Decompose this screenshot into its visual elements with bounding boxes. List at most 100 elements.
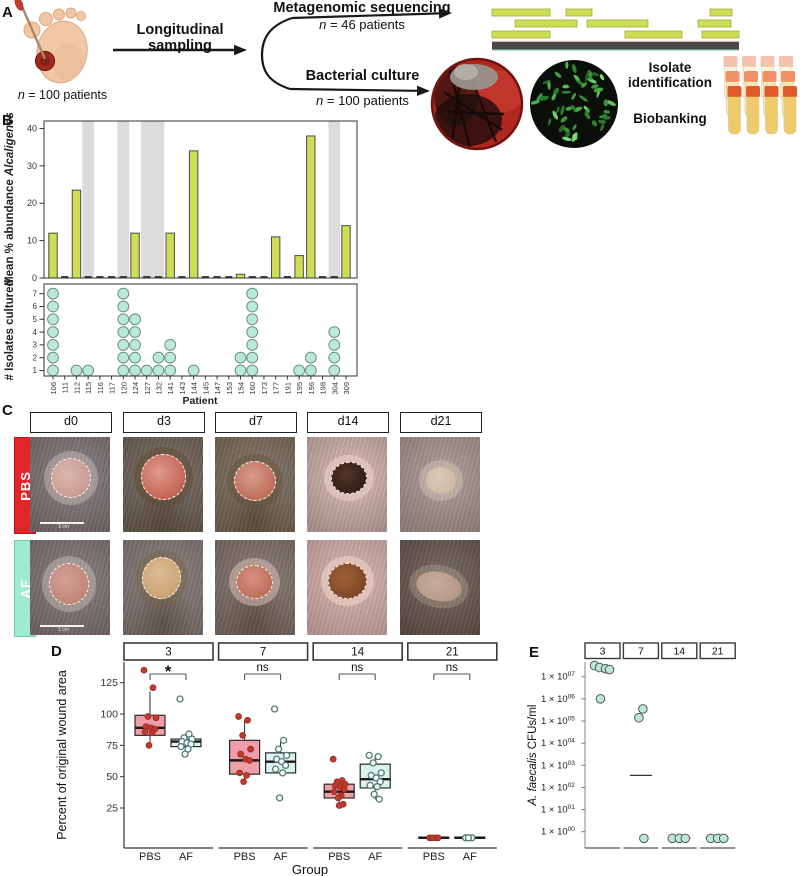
wound-photo-AF-d7: [215, 540, 295, 635]
tube: [746, 86, 760, 135]
point-af-7: [279, 736, 288, 744]
sequencing-reads-diagram: [491, 8, 740, 51]
patient-label-196: 196: [307, 382, 316, 395]
point-af-7: [274, 745, 283, 753]
arrow-line: [291, 12, 440, 20]
e-facet-header-day-7: [622, 642, 660, 660]
tube: [764, 86, 779, 135]
scale-bar-label: 1 cm: [58, 524, 69, 530]
e-facet-header-day-14: [661, 642, 698, 660]
bacterium: [565, 106, 573, 111]
streak-line: [447, 110, 505, 116]
point-af-14: [369, 759, 377, 767]
bacterium: [601, 115, 611, 120]
isolate-dot-115: [82, 364, 95, 377]
y-tick-label: 6: [33, 302, 38, 311]
bacterium: [536, 93, 543, 103]
wound-area-y-axis-label: Percent of original wound area: [55, 670, 69, 840]
group-tick-pbs: PBS: [234, 851, 256, 863]
bacterium: [552, 110, 558, 120]
bacterium: [565, 61, 569, 69]
bacterium: [598, 119, 607, 124]
wound-area: [329, 459, 369, 496]
panel-e-label: E: [529, 644, 540, 661]
wound-area: [138, 452, 188, 502]
tube-body: [746, 93, 760, 135]
y-tick-label: 4: [33, 328, 38, 337]
e-y-tick-label: 1 × 1000: [541, 826, 575, 838]
d-y-tick-label: 100: [100, 709, 118, 721]
bacterium: [571, 104, 576, 112]
bacterium: [560, 105, 565, 116]
tube-cap-ring: [760, 64, 775, 67]
e-point-day-3: [604, 664, 615, 675]
tube-cap: [744, 71, 758, 81]
bacterium: [563, 127, 570, 133]
bar-141: [165, 232, 175, 279]
e-y-tick-label: 1 × 1007: [541, 671, 575, 683]
e-facet-header-label: 21: [712, 646, 724, 658]
point-af-3: [176, 695, 184, 703]
point-pbs-7: [240, 778, 247, 786]
point-pbs-3: [149, 684, 157, 692]
bar-106: [48, 232, 58, 279]
bacterium: [591, 84, 599, 89]
bacterium: [581, 82, 588, 88]
bacterium: [539, 95, 550, 101]
point-pbs-21: [429, 834, 436, 842]
bacterium: [591, 120, 598, 127]
point-af-7: [281, 761, 290, 770]
point-pbs-7: [246, 757, 253, 764]
point-pbs-3: [144, 713, 152, 720]
isolate-dot-106: [47, 287, 59, 300]
point-pbs-7: [235, 713, 242, 720]
bacterium: [571, 64, 577, 74]
foot-caption: n = 100 patients: [10, 88, 115, 102]
tube-cap: [746, 86, 760, 96]
n-symbol: n: [17, 88, 25, 102]
tube-cap: [725, 71, 740, 81]
tube-cap: [727, 86, 742, 96]
group-tick-af: AF: [274, 851, 288, 863]
e-facet-header-label: 7: [638, 646, 644, 658]
y-tick-label: 30: [27, 161, 37, 171]
e-point-day-7: [634, 712, 644, 723]
shaded-band-127: [140, 121, 153, 278]
column-header-d7: d7: [215, 412, 297, 433]
bacterium: [565, 131, 571, 138]
isolate-dot-304: [328, 364, 341, 377]
isolate-line1: Isolate: [648, 60, 692, 75]
toe: [65, 7, 77, 19]
point-af-7: [282, 751, 291, 760]
e-point-day-14: [680, 833, 691, 844]
point-af-7: [275, 794, 284, 802]
isolate-dot-154: [234, 364, 247, 377]
y-tick-label: 7: [33, 289, 38, 298]
streak-line: [443, 90, 503, 132]
group-tick-pbs: PBS: [139, 851, 161, 863]
zero-dash-117: [108, 276, 116, 278]
patient-label-198: 198: [319, 382, 328, 395]
e-facet-header-label: 14: [673, 646, 685, 658]
n-count: = 46 patients: [326, 17, 405, 32]
group-tick-pbs: PBS: [328, 851, 350, 863]
bacterium: [571, 92, 576, 100]
sequencing-read: [514, 19, 578, 28]
wound-area: [425, 467, 456, 494]
zero-dash-120: [119, 276, 127, 278]
point-pbs-14: [340, 785, 348, 793]
arrow-head: [416, 85, 430, 97]
isolate-dot-120: [117, 351, 130, 364]
tube-cap: [764, 86, 779, 96]
isolate-dot-304: [328, 339, 341, 351]
isolate-dot-144: [187, 364, 200, 377]
wound-area: [48, 455, 94, 501]
scale-bar: [39, 625, 84, 627]
isolate-dot-160: [246, 300, 259, 313]
shaded-band-304: [328, 121, 341, 278]
bar-124: [130, 232, 140, 279]
patient-label-141: 141: [166, 382, 175, 395]
tube-body: [728, 93, 741, 135]
isolates-y-axis-label: # Isolates cultured: [4, 280, 16, 381]
patient-label-304: 304: [330, 382, 339, 395]
